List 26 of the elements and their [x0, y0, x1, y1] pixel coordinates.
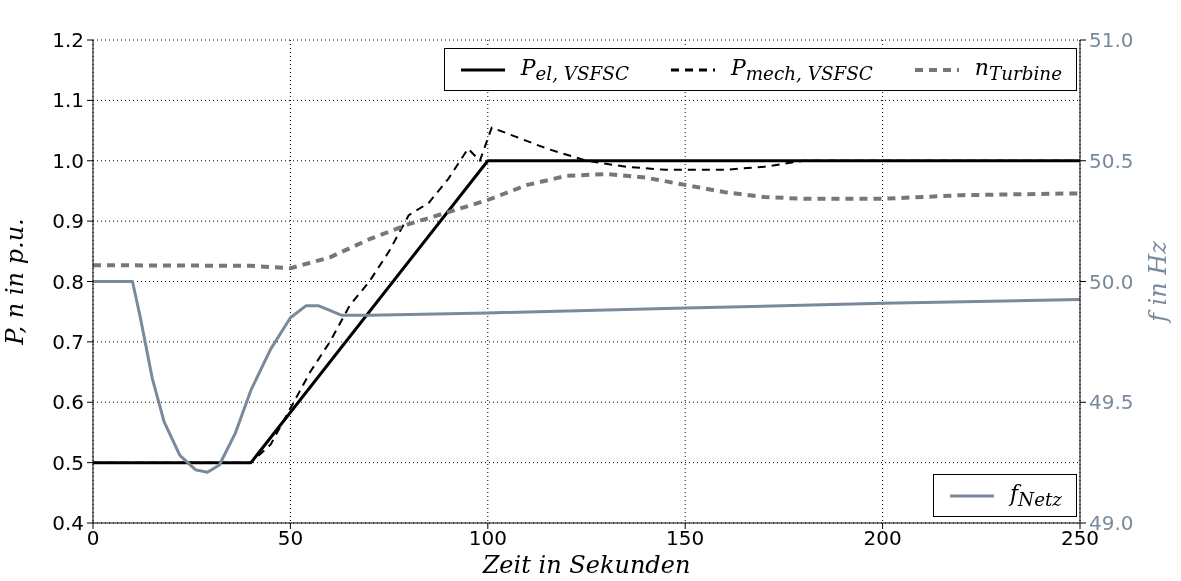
legend-label: n$_{Turbine}$	[974, 55, 1062, 85]
y2-tick-label: 49.5	[1089, 390, 1134, 415]
y2-tick-label: 50.5	[1089, 148, 1134, 173]
y2-tick-label: 50.0	[1089, 269, 1134, 294]
y2-tick-label: 51.0	[1089, 28, 1134, 53]
y-tick-label: 0.5	[52, 450, 84, 475]
x-tick-label: 200	[863, 526, 902, 551]
x-tick-label: 0	[86, 526, 100, 551]
y-tick-label: 0.7	[52, 329, 84, 354]
legend-label: P$_{mech, VSFSC}$	[730, 55, 873, 85]
x-axis-title: Zeit in Sekunden	[481, 551, 691, 579]
y-tick-label: 1.2	[52, 28, 84, 53]
y-tick-label: 1.1	[52, 88, 84, 113]
y-tick-label: 0.9	[52, 209, 84, 234]
x-tick-label: 150	[666, 526, 705, 551]
y-tick-label: 0.6	[52, 390, 84, 415]
x-tick-label: 50	[277, 526, 304, 551]
y-tick-label: 0.4	[52, 511, 84, 536]
y-axis-title: P, n in p.u.	[0, 218, 29, 346]
line-series	[93, 172, 1080, 271]
legend-label: P$_{el, VSFSC}$	[520, 55, 629, 85]
y-tick-label: 0.8	[52, 269, 84, 294]
y2-axis-title: f in Hz	[1143, 240, 1172, 324]
legend-label: f$_{Netz}$	[1009, 481, 1062, 511]
x-tick-label: 100	[468, 526, 507, 551]
y-tick-label: 1.0	[52, 148, 84, 173]
